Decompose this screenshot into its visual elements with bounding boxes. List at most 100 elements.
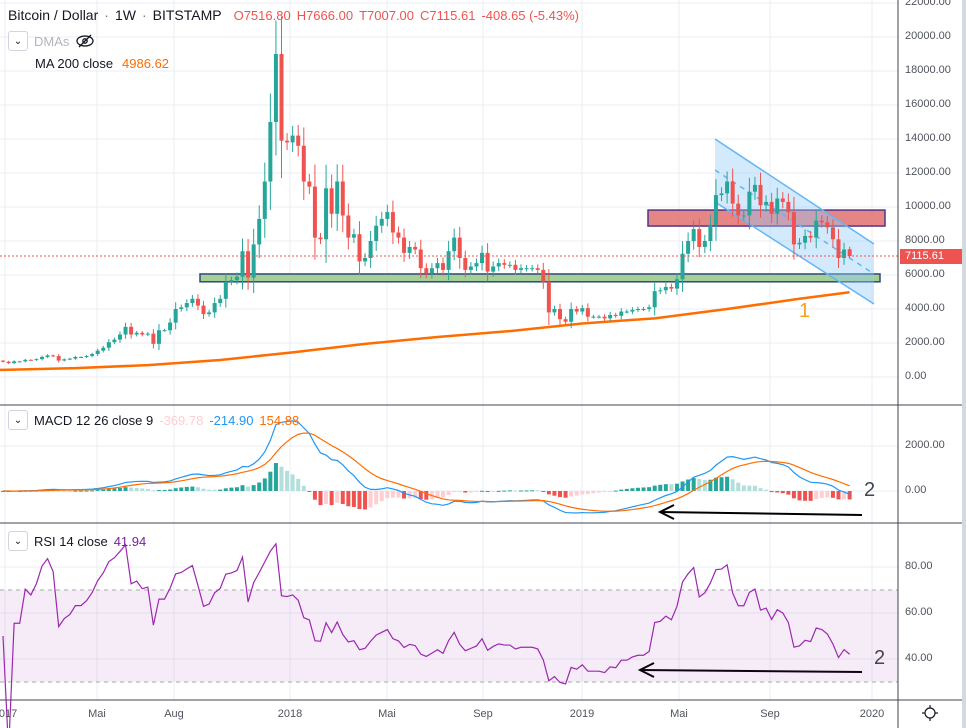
channel-lower [714,201,875,305]
candle-body [273,54,278,122]
candle-body [246,251,251,278]
macd-histogram-bar [814,491,819,500]
symbol-title[interactable]: Bitcoin / Dollar [8,7,99,23]
macd-histogram-bar [340,491,345,504]
macd-histogram-bar [468,491,473,493]
macd-histogram-bar [507,490,512,492]
candle-body [708,224,713,241]
candle-body [34,359,39,361]
price-tick: 8000.00 [905,234,945,246]
price-tick: 0.00 [905,370,927,382]
candle-body [502,263,507,265]
candle-body [257,218,262,245]
macd-histogram-bar [713,477,718,491]
candle-body [156,330,161,344]
candle-body [123,326,128,335]
candle-body [418,249,423,269]
scrollbar [962,0,966,728]
macd-histogram-bar [307,491,312,492]
candle-body [301,145,306,182]
candle-body [190,298,195,304]
macd-histogram-bar [223,488,228,491]
ma-label: MA 200 close [35,56,114,71]
candle-body [736,203,741,216]
eye-slash-icon[interactable] [75,34,95,48]
candle-body [162,330,167,332]
ohlc-low: T7007.00 [359,7,415,23]
macd-histogram-bar [764,489,769,491]
candle-body [474,263,479,267]
macd-histogram-bar [730,479,735,491]
candle-body [524,268,529,270]
rsi-legend: ⌄ RSI 14 close 41.94 [8,531,146,551]
macd-histogram-bar [635,487,640,491]
candle-body [752,184,757,192]
candle-body [496,263,501,267]
candle-body [780,198,785,202]
candle-body [112,339,117,343]
candle-body [580,308,585,312]
collapse-chevron-icon[interactable]: ⌄ [8,531,28,551]
macd-histogram-bar [285,470,290,491]
arrow-line [639,669,863,673]
macd-histogram-bar [541,491,546,492]
macd-histogram-bar [312,491,317,500]
price-tick: 4000.00 [905,302,945,314]
candle-body [106,342,111,348]
candle-body [140,332,145,335]
candle-body [663,286,668,291]
macd-line-value: -214.90 [209,412,254,428]
candle-body [335,181,340,214]
macd-histogram-bar [201,488,206,491]
macd-hist-value: -369.78 [159,412,204,428]
symbol-legend: Bitcoin / Dollar · 1W · BITSTAMP O7516.8… [8,7,579,23]
candle-body [658,290,663,292]
candle-body [635,309,640,310]
candle-body [691,229,696,241]
candle-body [702,241,707,247]
macd-histogram-bar [195,487,200,491]
candle-body [223,281,228,299]
candle-body [741,215,746,217]
macd-histogram-bar [641,487,646,491]
candle-body [441,263,446,270]
candle-body [402,237,407,253]
macd-histogram-bar [480,490,485,492]
candle-body [463,258,468,270]
candle-body [596,316,601,318]
rsi-tick: 80.00 [905,560,933,572]
macd-histogram-bar [78,490,83,492]
candle-body [56,356,61,361]
macd-histogram-bar [780,491,785,494]
macd-histogram-bar [836,491,841,500]
macd-histogram-bar [218,489,223,491]
candle-body [39,356,44,360]
collapse-chevron-icon[interactable]: ⌄ [8,410,28,430]
dmas-label: DMAs [34,33,70,49]
collapse-chevron-icon[interactable]: ⌄ [8,31,28,51]
macd-histogram-bar [524,490,529,492]
candle-body [452,237,457,252]
candle-body [6,361,11,364]
macd-signal-value: 154.88 [259,412,300,428]
candle-body [84,355,89,357]
candle-body [485,252,490,272]
macd-histogram-bar [619,489,624,491]
time-tick: Mai [670,708,688,720]
candle-body [12,361,17,364]
macd-histogram-bar [363,491,368,510]
candle-body [719,193,724,196]
price-tick: 20000.00 [905,30,951,42]
gear-icon[interactable] [921,704,939,722]
candle-body [390,212,395,233]
time-tick: Mai [378,708,396,720]
candle-body [346,215,351,238]
macd-line [2,420,850,514]
candle-body [129,326,134,335]
candle-body [697,229,702,247]
candle-body [819,220,824,223]
candle-body [686,241,691,254]
macd-histogram-bar [207,489,212,491]
candle-body [151,333,156,344]
